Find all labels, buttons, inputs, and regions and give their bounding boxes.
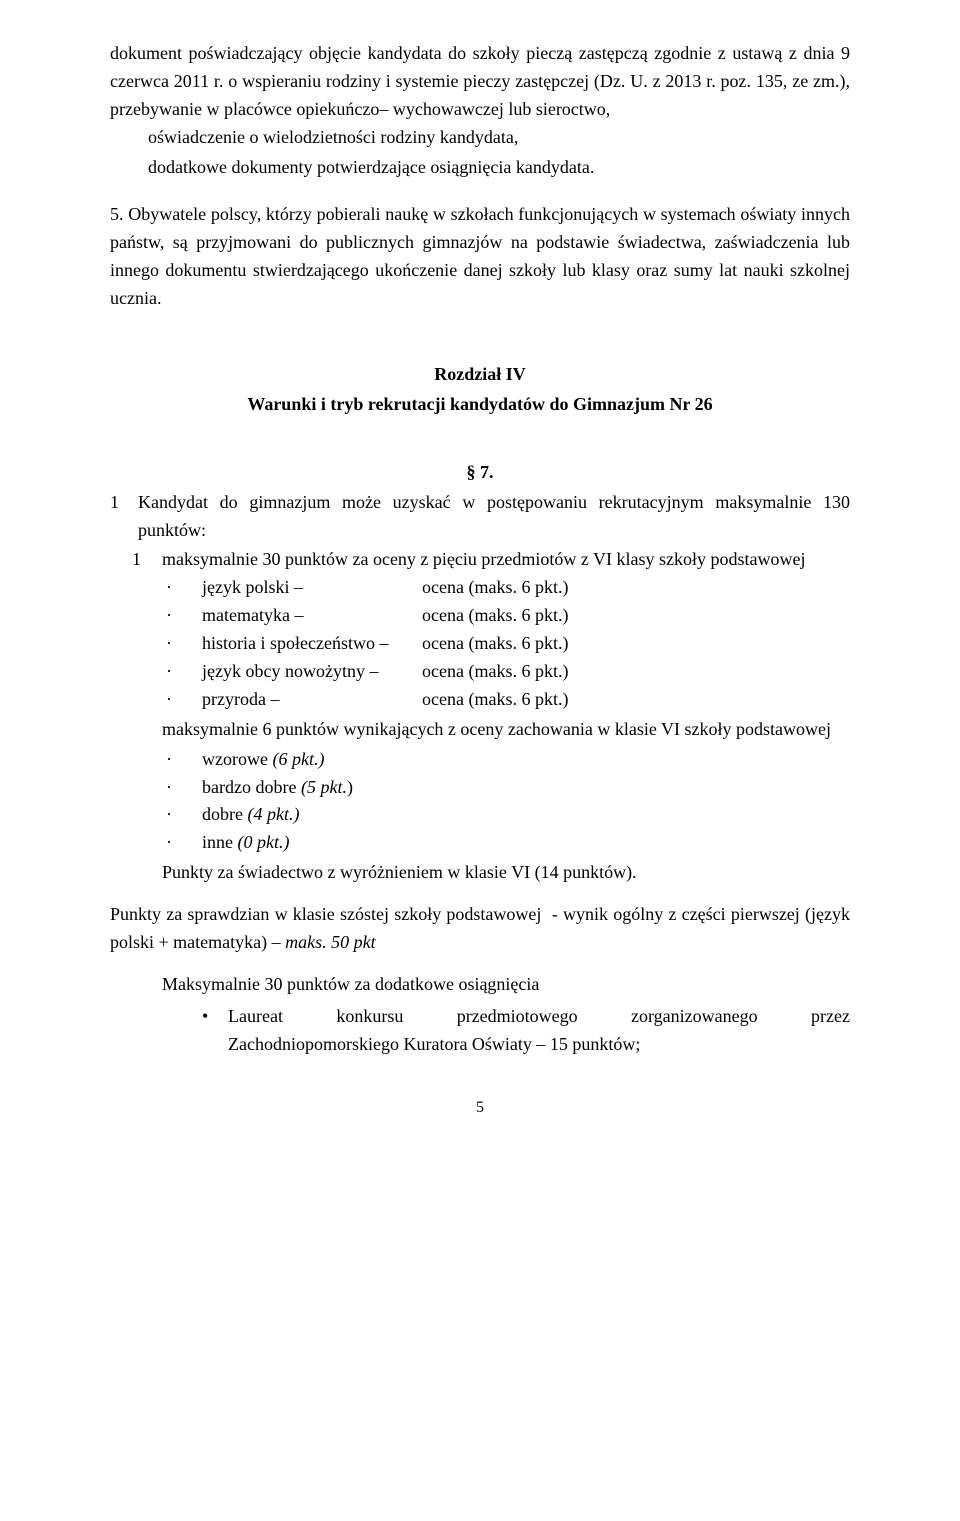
row-value: ocena (maks. 6 pkt.): [422, 658, 850, 686]
row-label: przyroda –: [202, 686, 422, 714]
point-1-number: 1: [110, 489, 138, 545]
row-label: język polski –: [202, 574, 422, 602]
grades-rows: · język polski – ocena (maks. 6 pkt.) · …: [110, 574, 850, 713]
row-value: ocena (maks. 6 pkt.): [422, 602, 850, 630]
table-row: · przyroda – ocena (maks. 6 pkt.): [110, 686, 850, 714]
chapter-title: Rozdział IV: [110, 361, 850, 389]
row-label: język obcy nowożytny –: [202, 658, 422, 686]
behavior-item: wzorowe (6 pkt.): [202, 746, 850, 774]
row-label: matematyka –: [202, 602, 422, 630]
behavior-rows: · wzorowe (6 pkt.) · bardzo dobre (5 pkt…: [110, 746, 850, 858]
point-1-text: Kandydat do gimnazjum może uzyskać w pos…: [138, 489, 850, 545]
table-row: · język obcy nowożytny – ocena (maks. 6 …: [110, 658, 850, 686]
dot-icon: ·: [110, 746, 202, 774]
row-value: ocena (maks. 6 pkt.): [422, 630, 850, 658]
document-page: dokument poświadczający objęcie kandydat…: [0, 0, 960, 1521]
behavior-item: inne (0 pkt.): [202, 829, 850, 857]
point-1: 1 Kandydat do gimnazjum może uzyskać w p…: [110, 489, 850, 545]
dot-icon: ·: [110, 801, 202, 829]
behavior-item: bardzo dobre (5 pkt.): [202, 774, 850, 802]
exam-points: Punkty za sprawdzian w klasie szóstej sz…: [110, 901, 850, 957]
table-row: · historia i społeczeństwo – ocena (maks…: [110, 630, 850, 658]
table-row: · inne (0 pkt.): [110, 829, 850, 857]
table-row: · dobre (4 pkt.): [110, 801, 850, 829]
top-sub-1: oświadczenie o wielodzietności rodziny k…: [110, 124, 850, 152]
dot-icon: ·: [110, 658, 202, 686]
subpoint-1-text: maksymalnie 30 punktów za oceny z pięciu…: [162, 546, 850, 574]
page-number: 5: [110, 1099, 850, 1117]
table-row: · bardzo dobre (5 pkt.): [110, 774, 850, 802]
extra-intro: Maksymalnie 30 punktów za dodatkowe osią…: [110, 971, 850, 999]
top-paragraph: dokument poświadczający objęcie kandydat…: [110, 40, 850, 124]
dot-icon: ·: [110, 829, 202, 857]
extra-bullet-text: Laureat konkursu przedmiotowego zorganiz…: [228, 1003, 850, 1059]
extra-bullet: • Laureat konkursu przedmiotowego zorgan…: [110, 1003, 850, 1059]
dot-icon: ·: [110, 602, 202, 630]
dot-icon: ·: [110, 574, 202, 602]
row-label: historia i społeczeństwo –: [202, 630, 422, 658]
table-row: · język polski – ocena (maks. 6 pkt.): [110, 574, 850, 602]
bullet-icon: •: [110, 1003, 228, 1059]
dot-icon: ·: [110, 774, 202, 802]
top-sub-2: dodatkowe dokumenty potwierdzające osiąg…: [110, 154, 850, 182]
row-value: ocena (maks. 6 pkt.): [422, 686, 850, 714]
table-row: · wzorowe (6 pkt.): [110, 746, 850, 774]
behavior-item: dobre (4 pkt.): [202, 801, 850, 829]
subpoint-1: 1 maksymalnie 30 punktów za oceny z pięc…: [110, 546, 850, 574]
paragraph-5: 5. Obywatele polscy, którzy pobierali na…: [110, 201, 850, 313]
table-row: · matematyka – ocena (maks. 6 pkt.): [110, 602, 850, 630]
distinction-line: Punkty za świadectwo z wyróżnieniem w kl…: [110, 859, 850, 887]
behavior-intro: maksymalnie 6 punktów wynikających z oce…: [110, 716, 850, 744]
row-value: ocena (maks. 6 pkt.): [422, 574, 850, 602]
subpoint-1-number: 1: [110, 546, 162, 574]
chapter-subtitle: Warunki i tryb rekrutacji kandydatów do …: [110, 391, 850, 419]
section-mark: § 7.: [110, 459, 850, 487]
dot-icon: ·: [110, 686, 202, 714]
dot-icon: ·: [110, 630, 202, 658]
